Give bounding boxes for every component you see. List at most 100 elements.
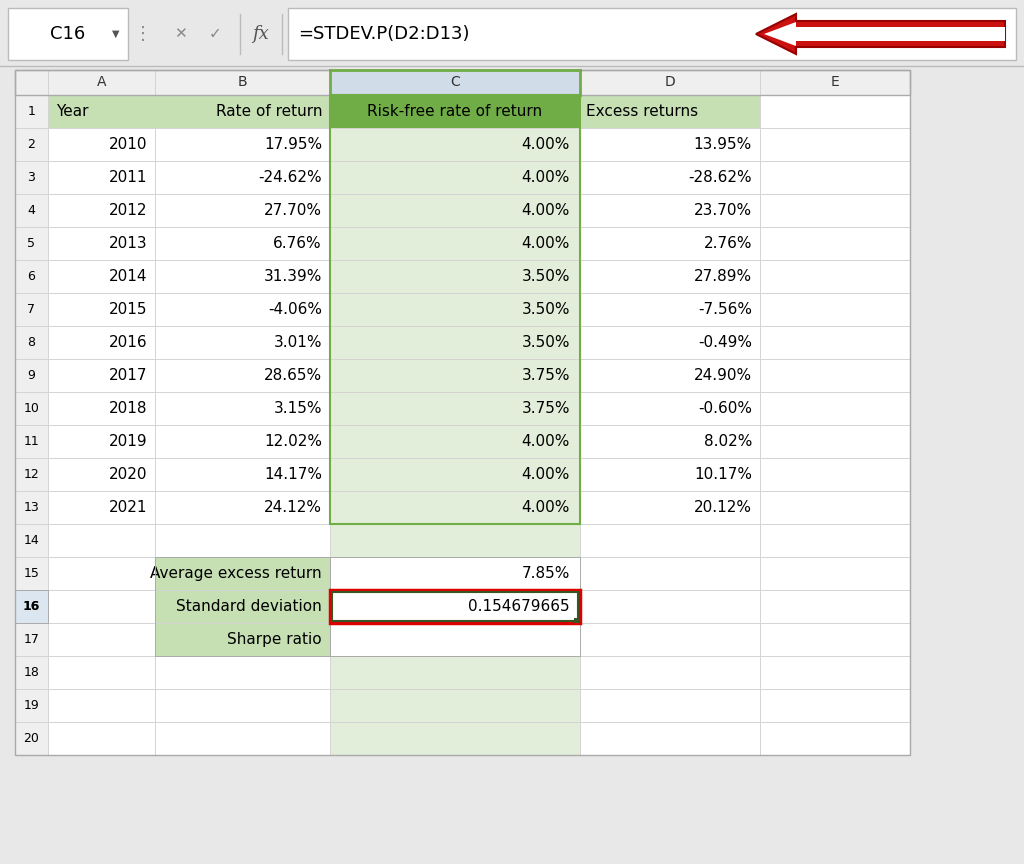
Bar (760, 293, 910, 326)
Text: 5: 5 (28, 237, 36, 250)
Bar (760, 227, 910, 260)
Bar (155, 70, 330, 95)
FancyArrow shape (764, 22, 796, 46)
Text: D: D (665, 75, 676, 90)
Text: 8: 8 (28, 336, 36, 349)
Bar (580, 722, 760, 755)
Bar (760, 590, 910, 623)
Text: 6: 6 (28, 270, 36, 283)
Text: 13.95%: 13.95% (693, 137, 752, 152)
Bar (155, 326, 330, 359)
Text: 16: 16 (23, 600, 40, 613)
Text: 3.15%: 3.15% (273, 401, 322, 416)
Text: 17.95%: 17.95% (264, 137, 322, 152)
Text: 15: 15 (24, 567, 40, 580)
Bar (760, 326, 910, 359)
Text: 2013: 2013 (109, 236, 147, 251)
Bar (0, 0, 1024, 68)
Bar (155, 194, 330, 227)
Bar (155, 392, 330, 425)
Text: 2015: 2015 (109, 302, 147, 317)
Bar (15, 70, 910, 755)
Bar (48, 293, 155, 326)
Text: Average excess return: Average excess return (151, 566, 322, 581)
Bar (155, 458, 330, 491)
Bar (48, 590, 155, 623)
Text: 2017: 2017 (109, 368, 147, 383)
Text: 7: 7 (28, 303, 36, 316)
Bar (48, 194, 155, 227)
Bar (330, 128, 580, 161)
Bar (48, 425, 155, 458)
Bar (15, 293, 48, 326)
Text: C: C (451, 75, 460, 90)
Text: 3: 3 (28, 171, 36, 184)
Text: 2019: 2019 (109, 434, 147, 449)
Text: 4.00%: 4.00% (521, 236, 570, 251)
Text: 12: 12 (24, 468, 39, 481)
Bar (330, 194, 580, 227)
Text: 20.12%: 20.12% (694, 500, 752, 515)
Bar (48, 656, 155, 689)
Text: 9: 9 (28, 369, 36, 382)
Bar (580, 326, 760, 359)
Text: 2018: 2018 (109, 401, 147, 416)
Bar (330, 425, 580, 458)
Bar (760, 524, 910, 557)
Bar (15, 623, 48, 656)
Bar (155, 293, 330, 326)
Bar (15, 70, 910, 755)
Bar (15, 722, 48, 755)
Text: 2016: 2016 (109, 335, 147, 350)
Bar (15, 656, 48, 689)
Bar (48, 491, 155, 524)
Text: 24.90%: 24.90% (694, 368, 752, 383)
Bar (760, 392, 910, 425)
Text: 2021: 2021 (109, 500, 147, 515)
Text: 4: 4 (28, 204, 36, 217)
Bar (155, 656, 330, 689)
Text: 3.50%: 3.50% (521, 302, 570, 317)
Bar (15, 326, 48, 359)
Bar (580, 623, 760, 656)
Text: 4.00%: 4.00% (521, 137, 570, 152)
Bar (155, 557, 330, 656)
Bar (760, 161, 910, 194)
Bar (155, 425, 330, 458)
Text: Risk-free rate of return: Risk-free rate of return (368, 104, 543, 119)
Text: 3.01%: 3.01% (273, 335, 322, 350)
Bar (330, 227, 580, 260)
Bar (155, 557, 330, 590)
Bar (48, 392, 155, 425)
Bar (15, 689, 48, 722)
Bar (580, 689, 760, 722)
Bar (330, 623, 580, 656)
Bar (760, 359, 910, 392)
Text: 3.75%: 3.75% (521, 401, 570, 416)
Bar (330, 293, 580, 326)
Bar (48, 458, 155, 491)
Text: -4.06%: -4.06% (268, 302, 322, 317)
Bar (330, 689, 580, 722)
Bar (580, 161, 760, 194)
Bar (760, 194, 910, 227)
Bar (15, 458, 48, 491)
Bar (574, 618, 579, 623)
Text: Excess returns: Excess returns (586, 104, 698, 119)
Text: ⋮: ⋮ (134, 25, 152, 43)
Bar (760, 623, 910, 656)
Bar (330, 326, 580, 359)
Text: 19: 19 (24, 699, 39, 712)
Bar (580, 293, 760, 326)
Bar (580, 227, 760, 260)
Text: 3.50%: 3.50% (521, 269, 570, 284)
Text: 6.76%: 6.76% (273, 236, 322, 251)
Text: ✕: ✕ (174, 27, 186, 41)
Bar (330, 392, 580, 425)
Bar (330, 722, 580, 755)
Text: =STDEV.P(D2:D13): =STDEV.P(D2:D13) (298, 25, 469, 43)
Bar (330, 95, 580, 128)
Bar (15, 491, 48, 524)
Polygon shape (25, 77, 37, 88)
Text: 28.65%: 28.65% (264, 368, 322, 383)
